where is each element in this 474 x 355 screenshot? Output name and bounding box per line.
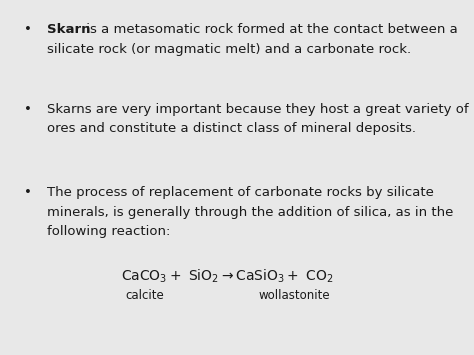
Text: calcite: calcite [125,289,164,302]
Text: is a metasomatic rock formed at the contact between a: is a metasomatic rock formed at the cont… [82,23,458,36]
Text: silicate rock (or magmatic melt) and a carbonate rock.: silicate rock (or magmatic melt) and a c… [47,43,411,56]
Text: •: • [24,186,32,200]
Text: ores and constitute a distinct class of mineral deposits.: ores and constitute a distinct class of … [47,122,416,136]
Text: •: • [24,23,32,36]
Text: Skarn: Skarn [47,23,91,36]
Text: $\mathrm{CaCO_3 + \ SiO_2 \rightarrow CaSiO_3 + \ CO_2}$: $\mathrm{CaCO_3 + \ SiO_2 \rightarrow Ca… [121,268,334,285]
Text: The process of replacement of carbonate rocks by silicate: The process of replacement of carbonate … [47,186,434,200]
Text: •: • [24,103,32,116]
Text: following reaction:: following reaction: [47,225,171,239]
Text: wollastonite: wollastonite [258,289,330,302]
Text: Skarns are very important because they host a great variety of: Skarns are very important because they h… [47,103,469,116]
Text: minerals, is generally through the addition of silica, as in the: minerals, is generally through the addit… [47,206,454,219]
